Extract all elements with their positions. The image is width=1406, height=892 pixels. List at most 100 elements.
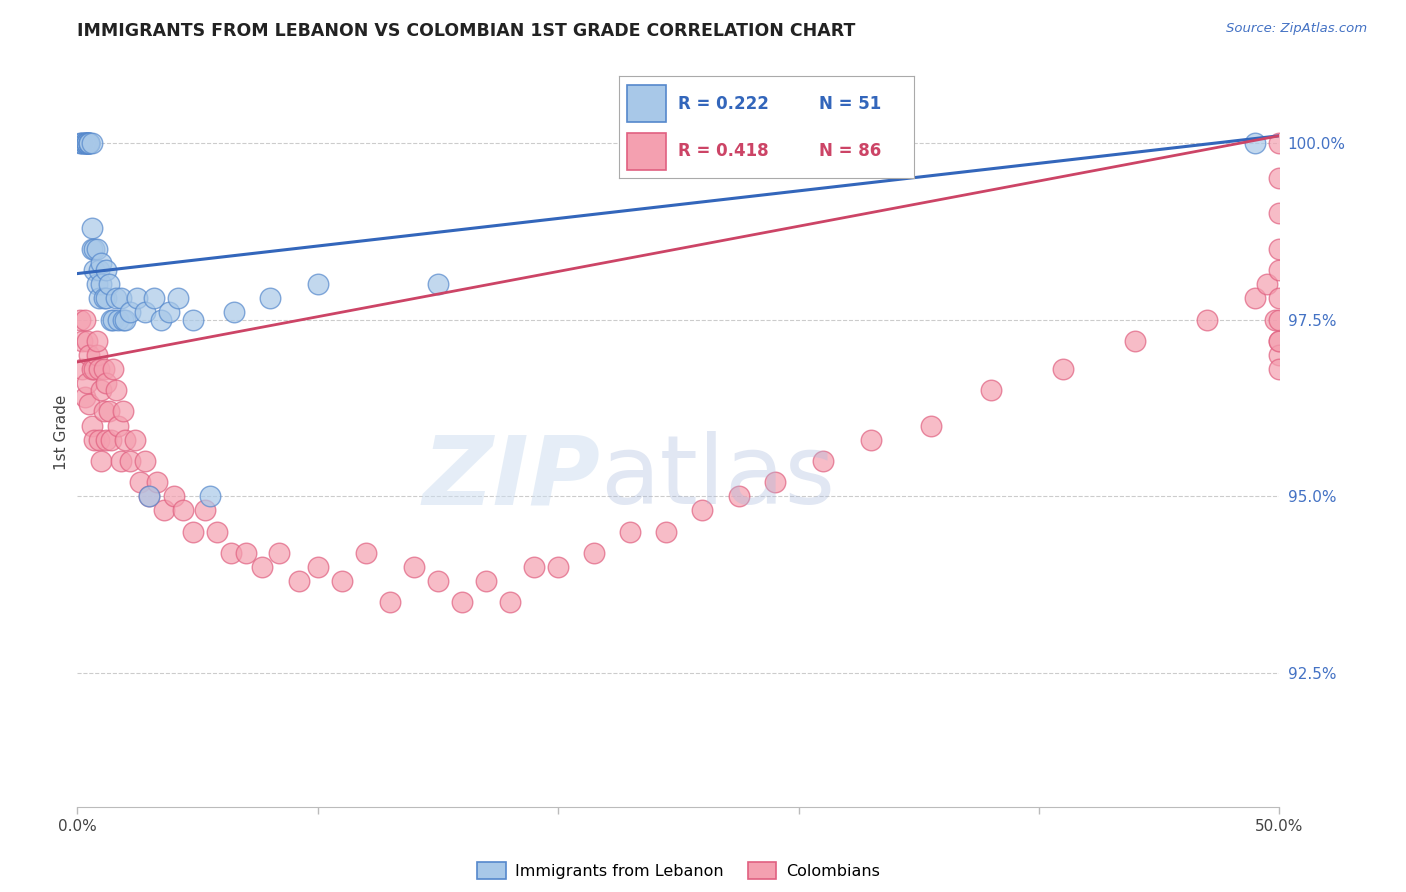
Text: IMMIGRANTS FROM LEBANON VS COLOMBIAN 1ST GRADE CORRELATION CHART: IMMIGRANTS FROM LEBANON VS COLOMBIAN 1ST… xyxy=(77,22,856,40)
Point xyxy=(547,560,569,574)
Point xyxy=(90,277,112,292)
Point xyxy=(655,524,678,539)
Point xyxy=(83,433,105,447)
Point xyxy=(79,136,101,150)
Point xyxy=(76,136,98,150)
Point xyxy=(252,560,274,574)
Point xyxy=(980,383,1002,397)
Point xyxy=(1244,136,1267,150)
Point xyxy=(198,489,221,503)
Point xyxy=(1268,334,1291,348)
Point xyxy=(104,383,127,397)
Point xyxy=(87,263,110,277)
Point xyxy=(153,503,176,517)
Point xyxy=(427,574,450,588)
Point xyxy=(287,574,309,588)
Point xyxy=(124,433,146,447)
Point xyxy=(307,560,329,574)
Point xyxy=(80,136,103,150)
Point xyxy=(145,475,167,489)
Point xyxy=(69,312,91,326)
Point xyxy=(1268,348,1291,362)
Point xyxy=(692,503,714,517)
Point xyxy=(111,312,134,326)
Point xyxy=(103,362,125,376)
Point xyxy=(70,362,93,376)
Point xyxy=(475,574,498,588)
Point xyxy=(138,489,160,503)
Point xyxy=(162,489,184,503)
Text: atlas: atlas xyxy=(600,431,835,524)
Point xyxy=(79,136,101,150)
Point xyxy=(619,524,641,539)
Point xyxy=(1256,277,1278,292)
Point xyxy=(1268,362,1291,376)
Point xyxy=(103,312,125,326)
Point xyxy=(86,334,108,348)
Point xyxy=(76,376,98,391)
Point xyxy=(127,291,149,305)
Point xyxy=(167,291,190,305)
Point xyxy=(1268,312,1291,326)
Point xyxy=(83,263,105,277)
Point xyxy=(79,348,101,362)
Point xyxy=(1268,263,1291,277)
Point xyxy=(172,503,194,517)
Point xyxy=(87,362,110,376)
Point xyxy=(104,291,127,305)
Point xyxy=(120,454,142,468)
Point xyxy=(86,348,108,362)
Text: N = 51: N = 51 xyxy=(820,95,882,112)
Point xyxy=(79,136,101,150)
Point xyxy=(97,277,120,292)
Point xyxy=(1268,136,1291,150)
Point xyxy=(110,454,132,468)
Point xyxy=(107,312,129,326)
Point xyxy=(763,475,786,489)
Point xyxy=(1268,171,1291,186)
Point xyxy=(1264,312,1286,326)
Point xyxy=(90,383,112,397)
Point xyxy=(222,305,245,319)
Point xyxy=(181,524,204,539)
Point xyxy=(73,312,96,326)
Point xyxy=(73,136,96,150)
Point xyxy=(134,305,156,319)
Point xyxy=(73,136,96,150)
Point xyxy=(76,136,98,150)
Point xyxy=(143,291,166,305)
Point xyxy=(499,595,522,609)
Point xyxy=(100,433,122,447)
Point xyxy=(96,433,118,447)
Point xyxy=(219,546,242,560)
Point xyxy=(96,263,118,277)
Point xyxy=(134,454,156,468)
Point xyxy=(1123,334,1146,348)
Point xyxy=(427,277,450,292)
Text: R = 0.222: R = 0.222 xyxy=(678,95,769,112)
Point xyxy=(111,404,134,418)
Point xyxy=(194,503,217,517)
Point xyxy=(76,136,98,150)
Point xyxy=(307,277,329,292)
FancyBboxPatch shape xyxy=(627,85,666,122)
Point xyxy=(76,334,98,348)
Point xyxy=(259,291,281,305)
Point xyxy=(73,390,96,404)
Point xyxy=(96,376,118,391)
Point xyxy=(235,546,257,560)
Point xyxy=(727,489,749,503)
Point xyxy=(80,242,103,256)
Point xyxy=(80,418,103,433)
Point xyxy=(157,305,180,319)
Legend: Immigrants from Lebanon, Colombians: Immigrants from Lebanon, Colombians xyxy=(471,855,886,886)
Point xyxy=(90,454,112,468)
Point xyxy=(1268,291,1291,305)
Point xyxy=(114,312,136,326)
Point xyxy=(79,397,101,411)
Point xyxy=(138,489,160,503)
Point xyxy=(69,136,91,150)
Point xyxy=(181,312,204,326)
Point xyxy=(859,433,882,447)
Point xyxy=(128,475,150,489)
